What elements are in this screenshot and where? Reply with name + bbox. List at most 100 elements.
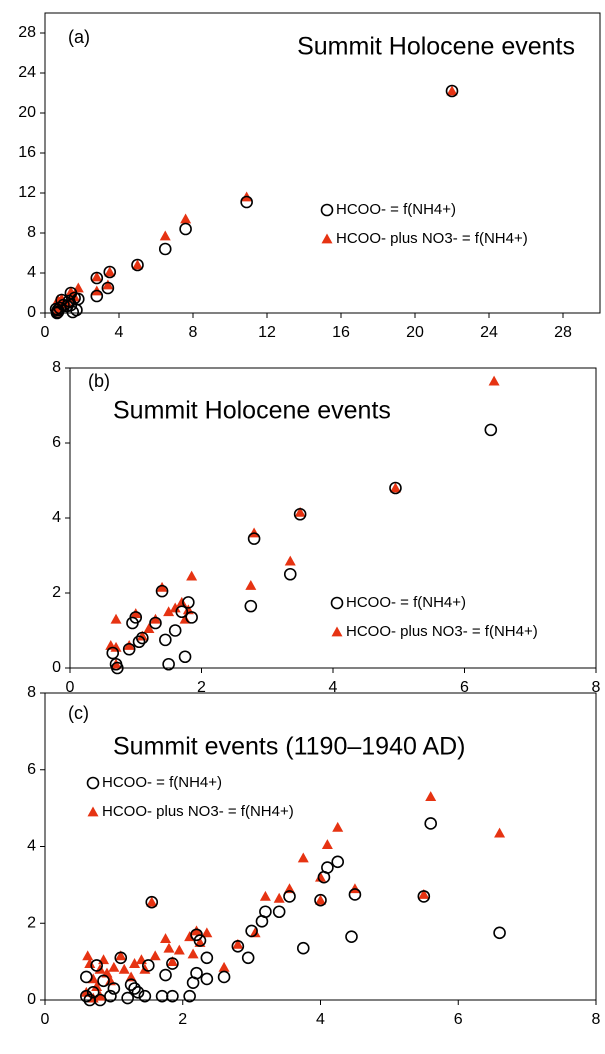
marker-circle <box>106 646 120 660</box>
marker-circle <box>138 989 152 1003</box>
legend-marker <box>331 626 343 637</box>
marker-circle <box>283 567 297 581</box>
y-tick-label: 4 <box>27 838 36 855</box>
marker-circle <box>159 968 172 982</box>
marker-triangle <box>259 890 271 901</box>
marker-triangle <box>91 271 103 282</box>
marker-circle <box>124 978 138 991</box>
marker-triangle <box>115 950 127 961</box>
marker-circle <box>186 976 200 990</box>
marker-triangle <box>294 506 306 517</box>
y-tick-label: 8 <box>27 224 36 241</box>
marker-circle <box>182 596 195 609</box>
y-tick-label: 6 <box>27 761 36 778</box>
marker-triangle <box>135 954 147 965</box>
marker-circle <box>166 957 179 970</box>
marker-triangle <box>118 963 130 974</box>
y-tick-label: 2 <box>27 914 36 931</box>
marker-triangle <box>166 956 178 967</box>
marker-circle <box>126 616 139 630</box>
marker-triangle <box>446 85 458 96</box>
marker-triangle <box>149 950 161 961</box>
marker-circle <box>80 970 93 984</box>
marker-circle <box>97 974 110 988</box>
y-tick-label: 12 <box>18 184 36 201</box>
marker-circle <box>296 941 310 955</box>
marker-triangle <box>389 482 401 493</box>
marker-circle <box>142 959 155 972</box>
x-tick-label: 0 <box>66 679 75 696</box>
y-tick-label: 20 <box>18 104 36 121</box>
marker-triangle <box>108 961 120 972</box>
marker-circle <box>185 611 198 624</box>
plot-frame <box>44 12 601 314</box>
marker-triangle <box>284 555 296 566</box>
legend-label: HCOO- plus NO3- = f(NH4+) <box>346 623 538 640</box>
marker-circle <box>114 951 128 965</box>
marker-circle <box>293 507 307 521</box>
marker-circle <box>217 970 231 984</box>
marker-triangle <box>169 602 181 613</box>
marker-circle <box>121 991 134 1005</box>
marker-circle <box>162 657 175 671</box>
marker-circle <box>62 294 76 308</box>
marker-circle <box>136 631 149 645</box>
marker-circle <box>445 84 459 98</box>
marker-circle <box>111 661 124 675</box>
panel-label: (c) <box>68 703 89 723</box>
marker-circle <box>417 890 431 903</box>
x-tick-label: 24 <box>480 324 498 341</box>
legend-label: HCOO- = f(NH4+) <box>336 201 456 218</box>
marker-triangle <box>315 871 326 882</box>
marker-circle <box>200 972 214 986</box>
marker-circle <box>145 895 159 909</box>
x-tick-label: 2 <box>178 1011 187 1028</box>
y-tick-label: 0 <box>27 304 36 321</box>
marker-triangle <box>245 580 257 590</box>
legend-marker <box>87 806 99 817</box>
marker-circle <box>245 924 258 938</box>
y-tick-label: 16 <box>18 144 36 161</box>
marker-triangle <box>143 623 155 634</box>
marker-circle <box>345 930 358 943</box>
marker-circle <box>103 265 117 279</box>
marker-circle <box>51 305 65 319</box>
marker-triangle <box>232 938 244 949</box>
marker-triangle <box>187 948 199 959</box>
marker-circle <box>107 982 121 995</box>
marker-circle <box>101 281 115 295</box>
y-tick-label: 2 <box>52 584 61 601</box>
marker-circle <box>155 989 169 1003</box>
marker-circle <box>255 915 269 928</box>
y-tick-label: 0 <box>52 659 61 676</box>
marker-circle <box>80 989 93 1003</box>
marker-triangle <box>130 608 142 619</box>
panel-title: Summit Holocene events <box>297 33 575 61</box>
marker-circle <box>90 289 104 303</box>
marker-triangle <box>125 971 137 982</box>
marker-circle <box>331 855 345 869</box>
marker-circle <box>424 817 438 830</box>
marker-triangle <box>159 230 171 241</box>
legend-marker <box>86 776 100 790</box>
marker-triangle <box>156 581 168 592</box>
marker-circle <box>484 423 498 437</box>
marker-triangle <box>91 981 103 991</box>
legend-label: HCOO- plus NO3- = f(NH4+) <box>102 803 294 820</box>
y-tick-label: 4 <box>52 509 61 526</box>
marker-triangle <box>494 827 506 838</box>
marker-triangle <box>488 375 500 386</box>
x-tick-label: 8 <box>592 1011 601 1028</box>
marker-circle <box>179 222 192 236</box>
marker-circle <box>241 951 255 965</box>
legend-marker <box>330 596 344 610</box>
marker-triangle <box>273 892 285 903</box>
y-tick-label: 8 <box>52 359 61 376</box>
marker-circle <box>122 642 136 656</box>
marker-circle <box>131 258 144 272</box>
marker-triangle <box>332 821 344 832</box>
marker-circle <box>90 959 103 972</box>
marker-triangle <box>191 925 203 936</box>
